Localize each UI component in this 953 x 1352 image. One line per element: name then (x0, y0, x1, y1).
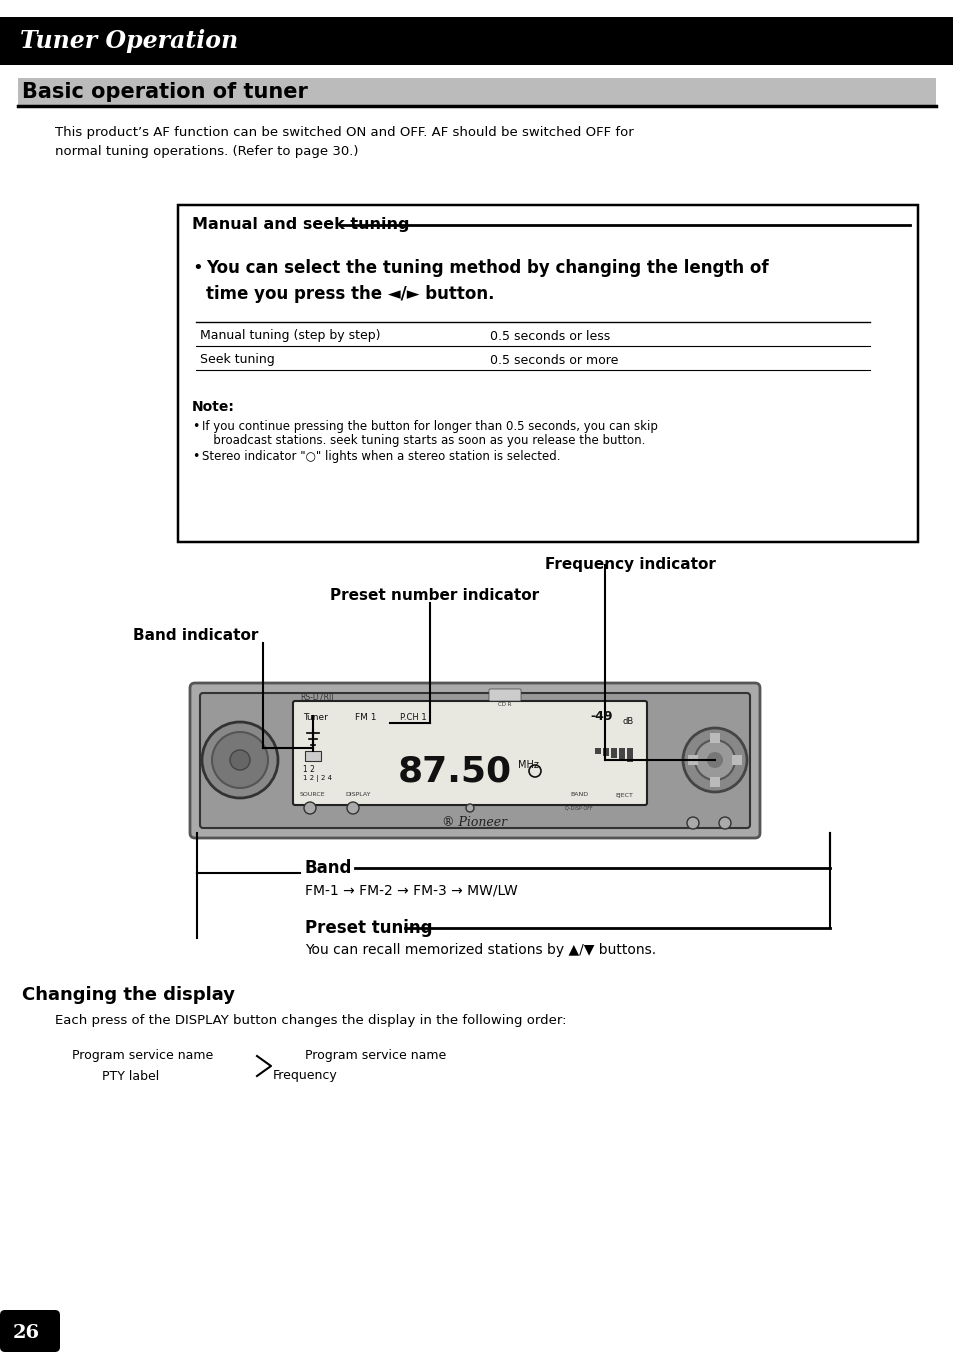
Text: P.CH 1: P.CH 1 (399, 713, 426, 722)
Text: Preset tuning: Preset tuning (305, 919, 432, 937)
Text: You can recall memorized stations by ▲/▼ buttons.: You can recall memorized stations by ▲/▼… (305, 942, 656, 957)
Text: EJECT: EJECT (615, 792, 632, 798)
FancyBboxPatch shape (18, 78, 935, 105)
Text: 0.5 seconds or more: 0.5 seconds or more (490, 353, 618, 366)
Circle shape (202, 722, 277, 798)
Circle shape (695, 740, 734, 780)
Circle shape (682, 727, 746, 792)
Text: MHz: MHz (517, 760, 538, 771)
FancyBboxPatch shape (200, 694, 749, 827)
Text: •: • (192, 450, 199, 462)
Text: Q-DISP OFF: Q-DISP OFF (564, 806, 592, 810)
Text: Tuner: Tuner (303, 713, 328, 722)
Circle shape (212, 731, 268, 788)
Text: ® Pioneer: ® Pioneer (442, 817, 507, 830)
Text: broadcast stations. seek tuning starts as soon as you release the button.: broadcast stations. seek tuning starts a… (202, 434, 644, 448)
Text: dB: dB (622, 717, 634, 726)
Circle shape (230, 750, 250, 771)
FancyBboxPatch shape (0, 1310, 60, 1352)
Text: Basic operation of tuner: Basic operation of tuner (22, 82, 308, 101)
Text: Frequency indicator: Frequency indicator (544, 557, 715, 572)
Text: PTY label: PTY label (102, 1069, 159, 1083)
Text: CD R: CD R (497, 703, 511, 707)
Circle shape (719, 817, 730, 829)
Text: 87.50: 87.50 (397, 754, 512, 788)
FancyBboxPatch shape (190, 683, 760, 838)
Text: FM 1: FM 1 (355, 713, 376, 722)
FancyBboxPatch shape (709, 777, 720, 787)
Text: DISPLAY: DISPLAY (345, 792, 370, 798)
Text: 0.5 seconds or less: 0.5 seconds or less (490, 330, 610, 342)
Text: 1 2 | 2 4: 1 2 | 2 4 (303, 776, 332, 783)
Text: normal tuning operations. (Refer to page 30.): normal tuning operations. (Refer to page… (55, 145, 358, 158)
FancyBboxPatch shape (305, 750, 320, 761)
Text: -49: -49 (589, 711, 612, 723)
FancyBboxPatch shape (731, 754, 741, 765)
Text: Seek tuning: Seek tuning (200, 353, 274, 366)
FancyBboxPatch shape (0, 18, 953, 65)
Text: FM-1 → FM-2 → FM-3 → MW/LW: FM-1 → FM-2 → FM-3 → MW/LW (305, 883, 517, 896)
Text: •: • (192, 420, 199, 433)
Text: Band: Band (305, 859, 352, 877)
Circle shape (706, 752, 722, 768)
FancyBboxPatch shape (602, 748, 608, 756)
Circle shape (465, 804, 474, 813)
Text: RS-D7RII: RS-D7RII (299, 694, 334, 703)
Circle shape (304, 802, 315, 814)
FancyBboxPatch shape (610, 748, 617, 758)
Circle shape (347, 802, 358, 814)
Text: 26: 26 (12, 1324, 39, 1343)
FancyBboxPatch shape (626, 748, 633, 763)
Text: Program service name: Program service name (71, 1049, 213, 1063)
Text: Note:: Note: (192, 400, 234, 414)
Text: Program service name: Program service name (305, 1049, 446, 1063)
Text: If you continue pressing the button for longer than 0.5 seconds, you can skip: If you continue pressing the button for … (202, 420, 658, 433)
FancyBboxPatch shape (489, 690, 520, 700)
Text: Band indicator: Band indicator (132, 627, 258, 642)
Text: Frequency: Frequency (273, 1069, 337, 1083)
Text: Manual tuning (step by step): Manual tuning (step by step) (200, 330, 380, 342)
Text: Tuner Operation: Tuner Operation (20, 28, 238, 53)
Text: Changing the display: Changing the display (22, 986, 234, 1005)
Text: Manual and seek tuning: Manual and seek tuning (192, 218, 409, 233)
FancyBboxPatch shape (293, 700, 646, 804)
Text: time you press the ◄/► button.: time you press the ◄/► button. (206, 285, 494, 303)
Text: You can select the tuning method by changing the length of: You can select the tuning method by chan… (206, 260, 768, 277)
Text: Each press of the DISPLAY button changes the display in the following order:: Each press of the DISPLAY button changes… (55, 1014, 566, 1028)
FancyBboxPatch shape (618, 748, 624, 760)
Circle shape (686, 817, 699, 829)
Text: BAND: BAND (569, 792, 587, 798)
FancyBboxPatch shape (595, 748, 600, 754)
Text: This product’s AF function can be switched ON and OFF. AF should be switched OFF: This product’s AF function can be switch… (55, 126, 633, 139)
Text: 1 2: 1 2 (303, 764, 314, 773)
Text: Stereo indicator "○" lights when a stereo station is selected.: Stereo indicator "○" lights when a stere… (202, 450, 560, 462)
Text: Preset number indicator: Preset number indicator (330, 588, 538, 603)
FancyBboxPatch shape (178, 206, 917, 542)
Text: SOURCE: SOURCE (299, 792, 325, 798)
Text: •: • (192, 260, 203, 277)
FancyBboxPatch shape (709, 733, 720, 744)
FancyBboxPatch shape (687, 754, 698, 765)
